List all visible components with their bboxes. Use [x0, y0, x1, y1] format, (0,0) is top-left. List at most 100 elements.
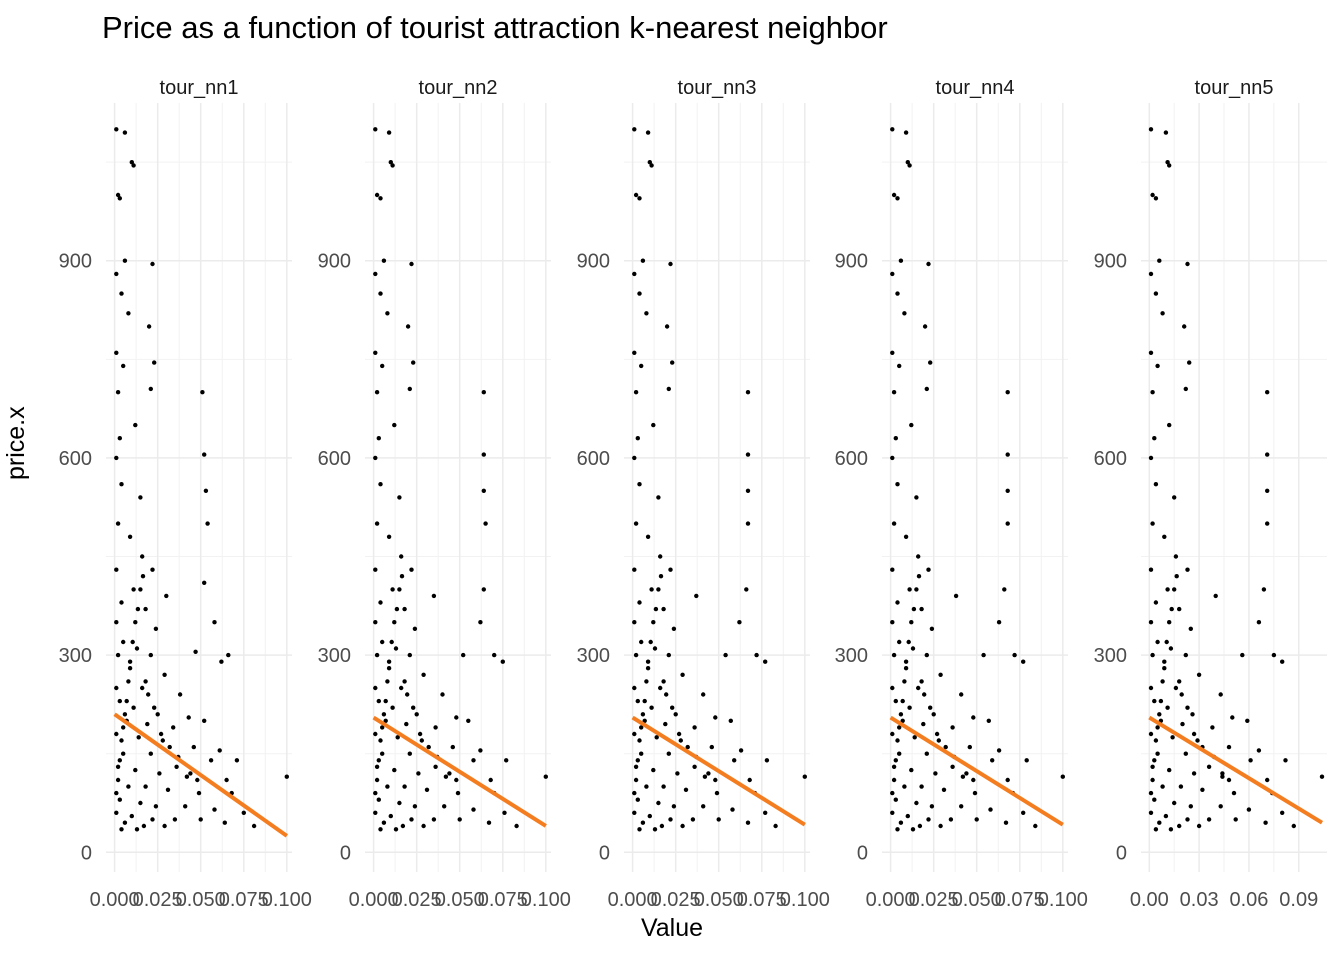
data-point	[1150, 777, 1155, 783]
data-point	[658, 574, 664, 579]
data-point	[138, 800, 143, 806]
data-point	[466, 718, 471, 723]
data-point	[914, 587, 919, 592]
data-point	[411, 705, 416, 710]
data-point	[893, 698, 898, 704]
data-point	[943, 744, 948, 750]
data-point	[374, 521, 380, 526]
data-point	[716, 817, 721, 822]
data-point	[131, 587, 136, 592]
data-point	[1196, 823, 1202, 829]
data-point	[1162, 659, 1167, 664]
data-point	[651, 620, 656, 625]
data-point	[543, 774, 548, 779]
data-point	[912, 735, 917, 740]
data-point	[666, 751, 671, 756]
x-tick-label: 0.025	[133, 889, 183, 911]
data-point	[127, 534, 133, 539]
data-point	[131, 163, 136, 168]
data-point	[1191, 731, 1197, 737]
y-tick-label: 600	[1094, 448, 1127, 470]
data-point	[1280, 810, 1285, 815]
data-point	[212, 807, 217, 812]
data-point	[900, 718, 905, 723]
data-point	[666, 652, 671, 658]
data-point	[412, 804, 418, 809]
x-tick-label: 0.000	[90, 889, 140, 911]
data-point	[986, 718, 991, 723]
y-tick-label: 600	[59, 448, 92, 470]
data-point	[404, 721, 409, 727]
data-point	[114, 810, 119, 815]
x-tick-label: 0.050	[435, 889, 485, 911]
data-point	[924, 652, 929, 658]
data-point	[417, 731, 423, 737]
data-point	[656, 495, 661, 500]
data-point	[392, 620, 397, 625]
data-point	[478, 748, 483, 753]
data-point	[140, 554, 145, 559]
data-point	[217, 748, 222, 753]
data-point	[1226, 777, 1232, 783]
data-point	[129, 160, 134, 165]
data-point	[938, 823, 943, 829]
data-point	[115, 764, 121, 769]
data-point	[1005, 452, 1010, 457]
data-point	[1265, 777, 1270, 783]
data-point	[1152, 797, 1157, 802]
data-point	[639, 751, 644, 756]
data-point	[373, 350, 378, 355]
data-point	[378, 482, 383, 487]
data-point	[126, 679, 131, 684]
data-point	[378, 600, 383, 605]
data-point	[114, 685, 119, 691]
y-tick-label: 300	[577, 645, 610, 667]
data-point	[130, 639, 135, 645]
data-point	[959, 804, 964, 809]
x-tick-label: 0.100	[780, 889, 830, 911]
data-point	[645, 666, 651, 671]
data-point	[150, 817, 155, 822]
data-point	[481, 587, 486, 592]
data-point	[654, 735, 659, 740]
facet-strip-label: tour_nn1	[160, 77, 239, 99]
data-point	[409, 261, 414, 267]
data-point	[405, 692, 410, 697]
data-point	[907, 587, 912, 592]
data-point	[637, 738, 642, 743]
x-tick-label: 0.025	[392, 889, 442, 911]
data-point	[395, 735, 400, 740]
data-point	[905, 813, 910, 819]
data-point	[948, 817, 954, 822]
data-point	[642, 718, 647, 723]
data-point	[668, 261, 673, 267]
data-point	[373, 455, 378, 461]
data-point	[152, 360, 157, 365]
data-point	[122, 130, 128, 135]
data-point	[658, 554, 663, 559]
data-point	[378, 291, 383, 296]
data-point	[890, 685, 895, 691]
data-point	[971, 777, 976, 783]
data-point	[671, 626, 677, 631]
data-point	[897, 639, 902, 645]
data-point	[652, 827, 658, 832]
data-point	[461, 652, 466, 658]
data-point	[964, 771, 969, 776]
y-tick-label: 0	[1116, 842, 1127, 864]
data-point	[895, 600, 900, 605]
data-point	[891, 652, 897, 658]
data-point	[926, 261, 931, 267]
data-point	[117, 698, 123, 704]
data-point	[928, 360, 933, 365]
data-point	[426, 744, 431, 750]
x-tick-label: 0.075	[737, 889, 787, 911]
data-point	[895, 482, 900, 487]
x-tick-label: 0.075	[478, 889, 528, 911]
data-point	[732, 758, 737, 763]
data-point	[385, 784, 390, 789]
data-point	[632, 620, 637, 625]
data-point	[186, 715, 191, 720]
data-point	[500, 659, 505, 664]
data-point	[1188, 626, 1194, 631]
